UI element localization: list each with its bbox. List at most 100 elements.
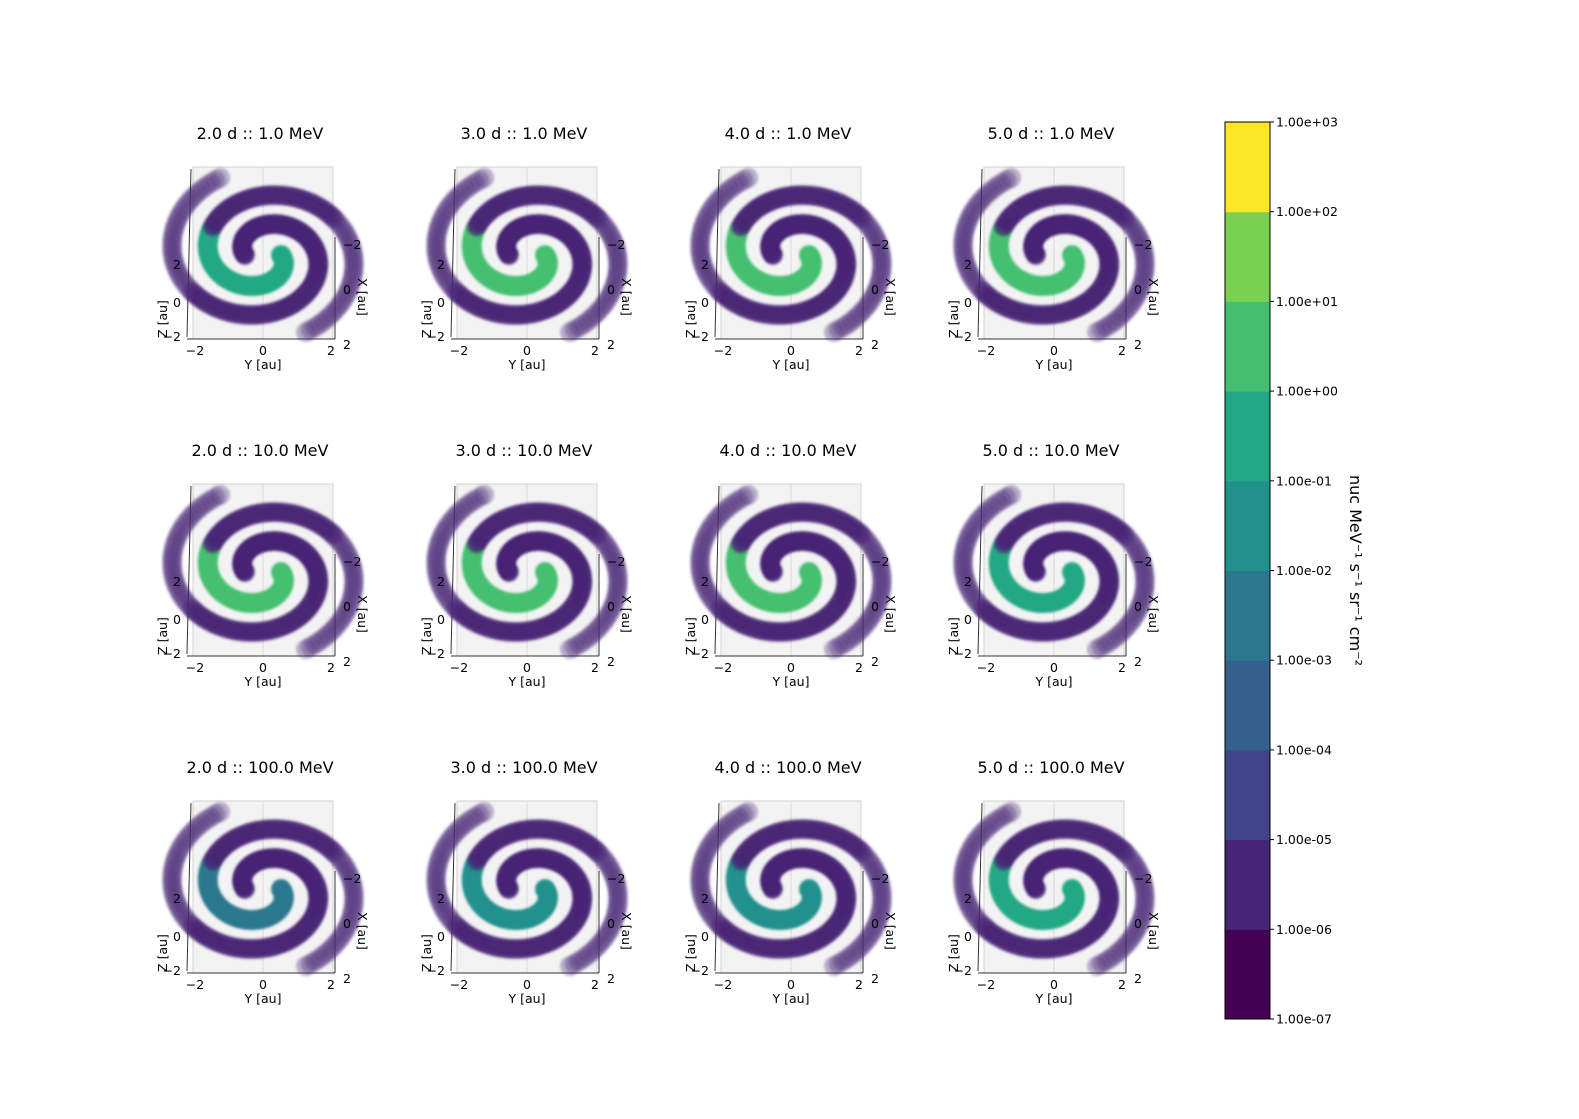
- y-tick-label: 2: [327, 977, 335, 992]
- y-axis-label: Y [au]: [1035, 991, 1073, 1006]
- z-axis-label: Z [au]: [155, 617, 170, 655]
- x-axis-label: X [au]: [619, 278, 634, 316]
- spiral-points: [426, 167, 628, 343]
- y-axis-label: Y [au]: [244, 991, 282, 1006]
- spiral-points: [690, 484, 892, 660]
- x-tick-label: −2: [871, 554, 889, 569]
- x-axis-label: X [au]: [619, 912, 634, 950]
- panel-title: 5.0 d :: 10.0 MeV: [983, 441, 1120, 460]
- z-tick-label: 0: [701, 295, 709, 310]
- y-tick-label: 2: [591, 660, 599, 675]
- y-tick-label: 2: [591, 343, 599, 358]
- y-tick-label: −2: [714, 343, 732, 358]
- x-tick-label: 2: [871, 654, 879, 669]
- panel-title: 5.0 d :: 100.0 MeV: [977, 758, 1124, 777]
- colorbar-tick-label: 1.00e+00: [1276, 384, 1338, 399]
- y-axis-label: Y [au]: [244, 674, 282, 689]
- colorbar-label: nuc MeV⁻¹ s⁻¹ sr⁻¹ cm⁻²: [1346, 475, 1365, 666]
- scatter-point: [1001, 167, 1021, 188]
- spiral-points: [690, 167, 892, 343]
- y-tick-label: −2: [977, 977, 995, 992]
- z-tick-label: −2: [954, 329, 972, 344]
- y-axis-label: Y [au]: [772, 674, 810, 689]
- z-tick-label: 0: [173, 612, 181, 627]
- colorbar-tick-label: 1.00e-01: [1276, 473, 1332, 488]
- x-axis-label: X [au]: [355, 278, 370, 316]
- y-axis-label: Y [au]: [508, 674, 546, 689]
- z-tick-label: −2: [954, 963, 972, 978]
- scatter-point: [560, 322, 580, 343]
- spiral-points: [690, 801, 892, 977]
- z-tick-label: 0: [173, 929, 181, 944]
- z-tick-label: 0: [437, 295, 445, 310]
- z-axis-label: Z [au]: [683, 617, 698, 655]
- x-tick-label: 0: [607, 282, 615, 297]
- x-axis-label: X [au]: [1146, 278, 1161, 316]
- scatter-point: [560, 639, 580, 660]
- x-tick-label: −2: [1134, 237, 1152, 252]
- x-tick-label: −2: [343, 237, 361, 252]
- colorbar-band: [1225, 660, 1270, 751]
- x-axis-label: X [au]: [355, 912, 370, 950]
- z-tick-label: 2: [701, 574, 709, 589]
- x-tick-label: 0: [1134, 599, 1142, 614]
- z-tick-label: 2: [173, 257, 181, 272]
- y-tick-label: 2: [855, 977, 863, 992]
- z-axis-label: Z [au]: [683, 934, 698, 972]
- scatter-point: [296, 639, 316, 660]
- x-tick-label: 0: [343, 916, 351, 931]
- y-tick-label: 0: [523, 977, 531, 992]
- y-tick-label: 2: [327, 660, 335, 675]
- colorbar-tick-label: 1.00e-02: [1276, 563, 1332, 578]
- x-axis-label: X [au]: [1146, 595, 1161, 633]
- scatter-point: [1087, 322, 1107, 343]
- panel-title: 3.0 d :: 1.0 MeV: [461, 124, 588, 143]
- y-tick-label: −2: [714, 660, 732, 675]
- scatter-point: [296, 956, 316, 977]
- y-tick-label: 0: [1050, 660, 1058, 675]
- z-axis-label: Z [au]: [419, 617, 434, 655]
- y-axis-label: Y [au]: [1035, 674, 1073, 689]
- y-tick-label: 0: [787, 343, 795, 358]
- colorbar: 1.00e-07 1.00e-06 1.00e-05 1.00e-04 1.00e-03…: [1224, 115, 1365, 1027]
- x-tick-label: 0: [871, 599, 879, 614]
- x-tick-label: 2: [343, 654, 351, 669]
- x-tick-label: 2: [607, 654, 615, 669]
- scatter-point: [1087, 639, 1107, 660]
- panel-title: 3.0 d :: 100.0 MeV: [450, 758, 597, 777]
- x-tick-label: 0: [607, 916, 615, 931]
- scatter-point: [1087, 956, 1107, 977]
- scatter-point: [824, 639, 844, 660]
- y-tick-label: −2: [714, 977, 732, 992]
- z-tick-label: −2: [427, 329, 445, 344]
- x-tick-label: 0: [343, 599, 351, 614]
- z-tick-label: 0: [964, 612, 972, 627]
- x-tick-label: 2: [607, 971, 615, 986]
- z-tick-label: 2: [437, 891, 445, 906]
- x-tick-label: 2: [607, 337, 615, 352]
- x-axis-label: X [au]: [883, 912, 898, 950]
- z-tick-label: −2: [427, 963, 445, 978]
- colorbar-tick-label: 1.00e-07: [1276, 1012, 1332, 1027]
- z-tick-label: 0: [173, 295, 181, 310]
- y-tick-label: −2: [450, 343, 468, 358]
- scatter-point: [1001, 801, 1021, 822]
- z-tick-label: 2: [964, 891, 972, 906]
- spiral-points: [426, 484, 628, 660]
- y-axis-label: Y [au]: [508, 991, 546, 1006]
- z-axis-label: Z [au]: [946, 934, 961, 972]
- colorbar-band: [1225, 122, 1270, 213]
- y-tick-label: 0: [787, 660, 795, 675]
- z-axis-label: Z [au]: [683, 300, 698, 338]
- y-tick-label: 2: [591, 977, 599, 992]
- scatter-point: [738, 801, 758, 822]
- spiral-points: [953, 484, 1155, 660]
- colorbar-band: [1225, 749, 1270, 841]
